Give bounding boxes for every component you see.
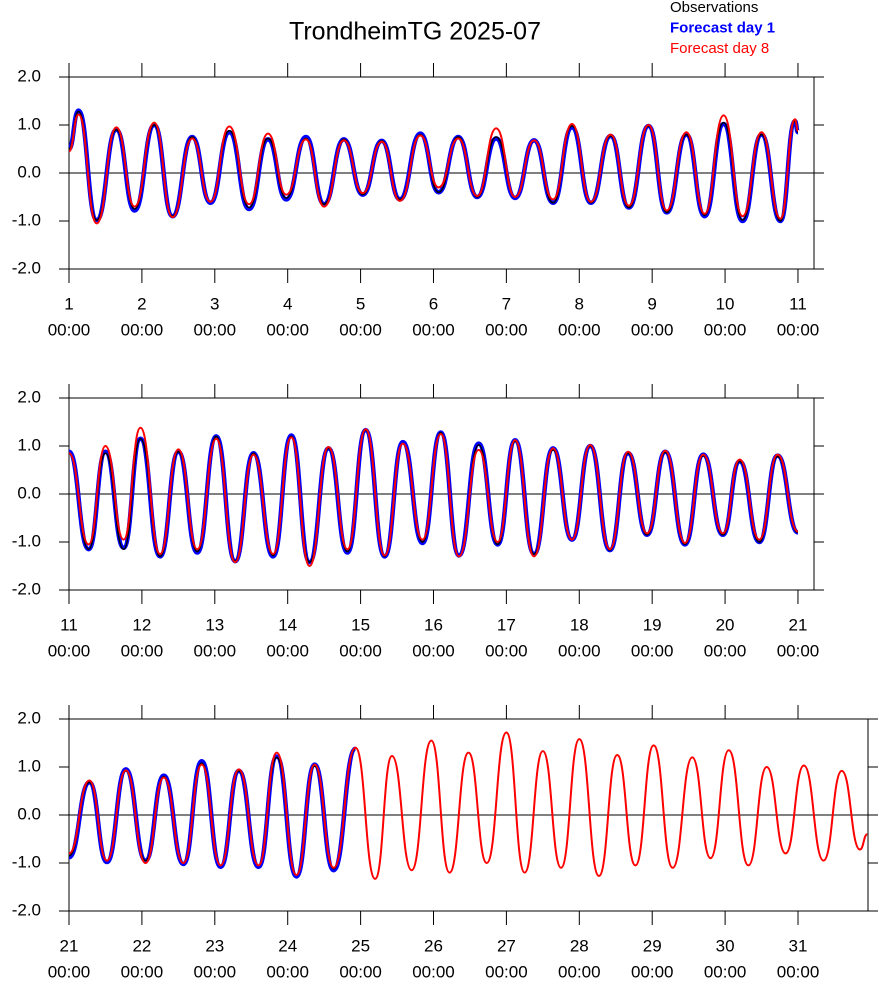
x-tick-label: 22	[132, 936, 151, 955]
x-tick-time: 00:00	[412, 320, 455, 339]
x-tick-time: 00:00	[194, 641, 237, 660]
x-tick-label: 3	[210, 294, 219, 313]
series-line	[68, 731, 868, 880]
x-tick-time: 00:00	[121, 641, 164, 660]
x-tick-label: 10	[716, 294, 735, 313]
x-tick-time: 00:00	[777, 641, 820, 660]
x-tick-time: 00:00	[558, 641, 601, 660]
x-tick-time: 00:00	[485, 641, 528, 660]
x-tick-label: 30	[716, 936, 735, 955]
x-tick-time: 00:00	[339, 962, 382, 981]
legend-entry: Observations	[670, 0, 758, 16]
x-tick-label: 21	[789, 615, 808, 634]
chart-title: TrondheimTG 2025-07	[289, 18, 541, 46]
y-tick-label: 0.0	[17, 162, 41, 181]
x-tick-time: 00:00	[631, 962, 674, 981]
y-tick-label: -2.0	[12, 258, 41, 277]
x-tick-label: 8	[575, 294, 584, 313]
x-tick-time: 00:00	[266, 320, 309, 339]
x-tick-time: 00:00	[558, 962, 601, 981]
y-tick-label: 2.0	[17, 387, 41, 406]
x-tick-time: 00:00	[485, 962, 528, 981]
x-tick-label: 29	[643, 936, 662, 955]
x-tick-time: 00:00	[266, 641, 309, 660]
x-tick-time: 00:00	[194, 962, 237, 981]
x-tick-label: 12	[132, 615, 151, 634]
x-tick-label: 24	[278, 936, 297, 955]
y-tick-label: 2.0	[17, 66, 41, 85]
x-tick-time: 00:00	[339, 320, 382, 339]
x-tick-time: 00:00	[194, 320, 237, 339]
x-tick-label: 1	[64, 294, 73, 313]
x-tick-label: 25	[351, 936, 370, 955]
y-tick-label: -1.0	[12, 531, 41, 550]
x-tick-time: 00:00	[412, 641, 455, 660]
x-tick-time: 00:00	[777, 962, 820, 981]
x-tick-label: 23	[205, 936, 224, 955]
y-tick-label: -2.0	[12, 900, 41, 919]
x-tick-time: 00:00	[48, 641, 91, 660]
x-tick-time: 00:00	[704, 320, 747, 339]
y-tick-label: -1.0	[12, 852, 41, 871]
x-tick-time: 00:00	[631, 320, 674, 339]
x-tick-label: 20	[716, 615, 735, 634]
y-tick-label: -2.0	[12, 579, 41, 598]
y-tick-label: 1.0	[17, 435, 41, 454]
y-tick-label: -1.0	[12, 210, 41, 229]
x-tick-time: 00:00	[266, 962, 309, 981]
x-tick-time: 00:00	[631, 641, 674, 660]
x-tick-time: 00:00	[777, 320, 820, 339]
x-tick-time: 00:00	[339, 641, 382, 660]
x-tick-label: 28	[570, 936, 589, 955]
x-tick-label: 5	[356, 294, 365, 313]
x-tick-time: 00:00	[485, 320, 528, 339]
x-tick-label: 26	[424, 936, 443, 955]
x-tick-label: 13	[205, 615, 224, 634]
x-tick-label: 31	[789, 936, 808, 955]
x-tick-time: 00:00	[121, 320, 164, 339]
y-tick-label: 0.0	[17, 483, 41, 502]
x-tick-time: 00:00	[48, 320, 91, 339]
x-tick-label: 9	[647, 294, 656, 313]
y-tick-label: 1.0	[17, 756, 41, 775]
x-tick-label: 19	[643, 615, 662, 634]
x-tick-label: 4	[283, 294, 292, 313]
x-tick-time: 00:00	[48, 962, 91, 981]
x-tick-label: 11	[789, 294, 807, 313]
x-tick-time: 00:00	[704, 962, 747, 981]
legend-entry: Forecast day 1	[670, 19, 775, 36]
x-tick-time: 00:00	[121, 962, 164, 981]
series-line	[68, 426, 799, 567]
x-tick-label: 2	[137, 294, 146, 313]
x-tick-label: 17	[497, 615, 516, 634]
series-line	[68, 113, 799, 225]
x-tick-label: 11	[60, 615, 78, 634]
x-tick-label: 16	[424, 615, 443, 634]
x-tick-label: 27	[497, 936, 516, 955]
x-tick-label: 6	[429, 294, 438, 313]
x-tick-label: 18	[570, 615, 589, 634]
x-tick-label: 15	[351, 615, 370, 634]
y-tick-label: 2.0	[17, 708, 41, 727]
x-tick-label: 14	[278, 615, 297, 634]
x-tick-label: 21	[60, 936, 79, 955]
x-tick-time: 00:00	[558, 320, 601, 339]
y-tick-label: 1.0	[17, 114, 41, 133]
legend-entry: Forecast day 8	[670, 40, 769, 57]
x-tick-label: 7	[502, 294, 511, 313]
y-tick-label: 0.0	[17, 804, 41, 823]
x-tick-time: 00:00	[412, 962, 455, 981]
x-tick-time: 00:00	[704, 641, 747, 660]
